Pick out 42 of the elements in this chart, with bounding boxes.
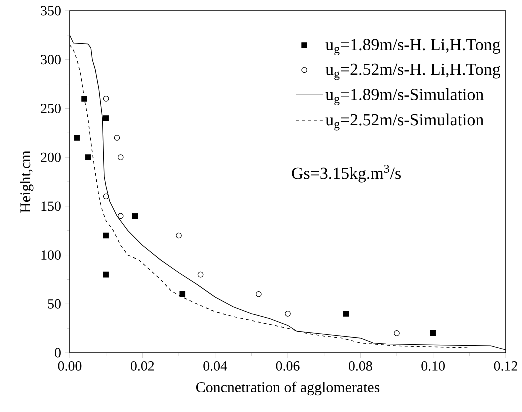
legend-label: u$_{g}$=2.52m/s-Simulation <box>326 114 484 131</box>
x-tick-label: 0.08 <box>348 362 372 371</box>
point <box>103 116 110 122</box>
x-axis-title: Concnetration of agglomerates <box>196 382 380 396</box>
point <box>180 291 186 298</box>
point <box>85 154 92 160</box>
y-tick-label: 250 <box>41 104 61 114</box>
point <box>256 291 262 298</box>
point <box>198 272 204 278</box>
y-tick-label: 150 <box>42 202 61 212</box>
legend-label: u$_{g}$=2.52m/s-H. Li,H.Tong <box>326 64 501 80</box>
y-tick-label: 300 <box>41 55 61 65</box>
annotation: Gs=3.15kg.m$^{3}$/s <box>292 164 401 183</box>
y-axis-title: Height,cm <box>20 150 34 213</box>
x-tick-label: 0.02 <box>130 362 154 371</box>
y-tick-label: 50 <box>48 299 61 309</box>
y-tick-label: 100 <box>42 250 61 260</box>
x-tick-label: 0.06 <box>276 362 300 371</box>
x-tick-label: 0.10 <box>422 362 446 371</box>
x-tick-label: 0.00 <box>58 362 82 371</box>
point <box>430 330 436 336</box>
point <box>118 154 124 160</box>
point <box>343 311 350 317</box>
point <box>82 96 88 102</box>
x-tick-label: 0.04 <box>204 362 228 371</box>
point <box>103 194 110 200</box>
point <box>285 311 291 317</box>
x-tick-label: 0.12 <box>494 362 518 371</box>
point <box>103 232 110 239</box>
point <box>118 213 124 220</box>
legend-label: u$_{g}$=1.89m/s-H. Li,H.Tong <box>326 39 501 56</box>
point <box>394 330 400 336</box>
y-tick-label: 0 <box>55 348 61 358</box>
y-tick-label: 350 <box>41 6 61 16</box>
point <box>103 96 110 102</box>
point <box>103 272 110 278</box>
point <box>114 135 120 141</box>
legend-label: u$_{g}$=1.89m/s-Simulation <box>326 88 484 106</box>
point <box>74 135 80 141</box>
point <box>176 232 182 239</box>
point <box>132 213 138 220</box>
y-tick-label: 200 <box>41 152 61 162</box>
